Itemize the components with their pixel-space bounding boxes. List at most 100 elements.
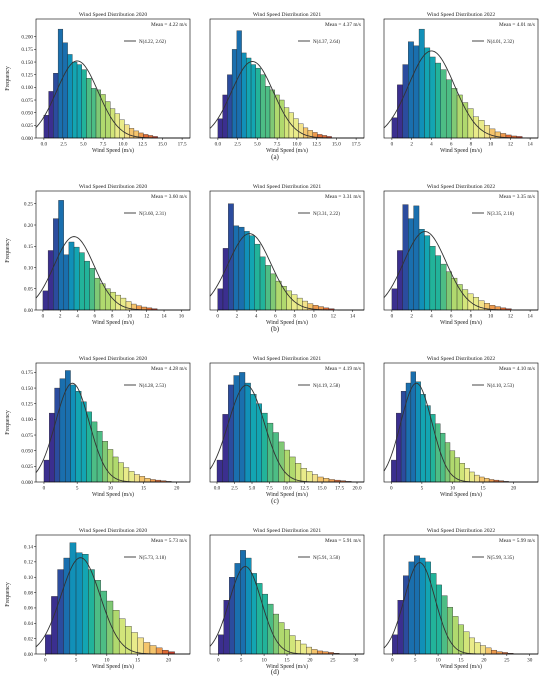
histogram-bar: [479, 476, 485, 483]
histogram-bar: [480, 645, 486, 655]
histogram-bar: [489, 128, 496, 139]
histogram-bar: [269, 89, 275, 139]
histogram-bar: [72, 61, 78, 139]
histogram-bar: [251, 573, 257, 655]
mean-annotation: Mean = 5.91 m/s: [325, 538, 361, 544]
histogram-bar: [249, 235, 255, 311]
x-tick-label: 0.0: [215, 142, 222, 148]
histogram-bar: [298, 123, 304, 139]
histogram-bar: [444, 442, 451, 483]
histogram-bar: [94, 580, 101, 655]
legend-label: N(3.35, 2.16): [487, 212, 514, 217]
histogram-bar: [227, 74, 233, 139]
y-tick-label: 0.14: [24, 544, 33, 550]
x-tick-label: 5: [421, 486, 424, 492]
y-tick-label: 0.15: [24, 244, 33, 250]
x-tick-label: 20: [511, 486, 517, 492]
histogram-bar: [89, 268, 96, 311]
x-tick-label: 5.0: [254, 142, 261, 148]
histogram-bar: [414, 555, 420, 655]
x-tick-label: 0: [217, 658, 220, 664]
histogram-bar: [413, 45, 420, 139]
histogram-bar: [311, 649, 318, 655]
x-tick-label: 4: [430, 314, 433, 320]
histogram-bar: [419, 557, 426, 655]
x-tick-label: 12: [508, 142, 514, 148]
x-tick-label: 10: [261, 658, 267, 664]
histogram-bar: [440, 263, 447, 311]
y-tick-label: 0.06: [24, 606, 33, 612]
histogram-bar: [265, 265, 271, 311]
x-tick-label: 4: [430, 142, 433, 148]
histogram-bar: [405, 382, 412, 483]
x-axis-label: Wind Speed (m/s): [266, 147, 308, 154]
y-tick-label: 0.000: [21, 480, 33, 486]
histogram-bar: [295, 463, 302, 483]
histogram-bar: [323, 478, 330, 483]
x-axis-label: Wind Speed (m/s): [92, 663, 134, 670]
histogram-bar: [123, 467, 130, 483]
histogram-bar: [62, 42, 68, 139]
histogram-bar: [73, 246, 80, 311]
histogram-bar: [254, 243, 261, 311]
histogram-bar: [478, 120, 485, 139]
x-tick-label: 17.5: [335, 486, 344, 492]
histogram-bar: [303, 127, 309, 139]
legend-label: N(5.99, 3.35): [487, 556, 514, 561]
legend-label: N(4.28, 2.53): [139, 384, 166, 389]
histogram-bar: [484, 125, 490, 139]
y-tick-label: 0.125: [21, 402, 33, 408]
x-tick-label: 10: [104, 658, 110, 664]
y-tick-label: 0.050: [21, 448, 33, 454]
y-tick-label: 0.050: [21, 110, 33, 116]
plot-frame: [383, 18, 539, 139]
x-axis-label: Wind Speed (m/s): [440, 491, 482, 498]
histogram-bar: [435, 255, 441, 311]
x-tick-label: 2: [236, 314, 239, 320]
histogram-bar: [81, 69, 87, 139]
histogram-bar: [262, 593, 268, 655]
histogram-bar: [317, 650, 323, 655]
x-tick-label: 2: [410, 314, 413, 320]
histogram-bar: [474, 474, 480, 483]
x-tick-label: 15: [480, 486, 486, 492]
legend-label: N(3.31, 2.22): [313, 212, 340, 217]
x-tick-label: 8: [470, 142, 473, 148]
histogram-bar: [137, 637, 144, 655]
histogram-bar: [216, 459, 223, 483]
x-tick-label: 0: [391, 658, 394, 664]
histogram-bar: [408, 41, 414, 139]
chart-panel: Wind Speed Distribution 2021 0 2 4 6 8 10 12 14 W…: [209, 184, 365, 326]
mean-annotation: Mean = 4.10 m/s: [499, 366, 535, 372]
histogram-bar: [143, 642, 151, 655]
histogram-bar: [102, 441, 108, 483]
mean-annotation: Mean = 5.99 m/s: [499, 538, 535, 544]
x-tick-label: 2.5: [231, 486, 238, 492]
histogram-bar: [54, 387, 61, 483]
histogram-bar: [467, 108, 474, 139]
histogram-bar: [491, 649, 497, 655]
chart-panel: Wind Speed Distribution 2022 0 5 10 15 20 Wind…: [383, 356, 539, 498]
x-tick-label: 7.5: [100, 142, 107, 148]
y-tick-label: 0.075: [21, 98, 33, 104]
histogram-bar: [128, 471, 135, 483]
y-tick-label: 0.150: [21, 386, 33, 392]
chart-title: Wind Speed Distribution 2021: [253, 184, 321, 190]
histogram-bar: [222, 414, 229, 483]
histogram-bar: [446, 79, 452, 139]
x-tick-label: 2.5: [234, 142, 241, 148]
histogram-bar: [149, 645, 157, 655]
y-tick-label: 0.075: [21, 433, 33, 439]
x-tick-label: 10.0: [118, 142, 127, 148]
histogram-bar: [76, 64, 82, 139]
x-tick-label: 15.0: [317, 486, 326, 492]
chart-title: Wind Speed Distribution 2022: [427, 184, 495, 190]
x-tick-label: 14: [528, 142, 534, 148]
mean-annotation: Mean = 3.31 m/s: [325, 194, 361, 200]
x-tick-label: 10: [435, 658, 441, 664]
y-tick-label: 0.02: [24, 636, 33, 642]
mean-annotation: Mean = 4.22 m/s: [151, 22, 187, 28]
histogram-bar: [429, 246, 436, 311]
histogram-bar: [217, 288, 224, 311]
histogram-bar: [259, 256, 266, 311]
